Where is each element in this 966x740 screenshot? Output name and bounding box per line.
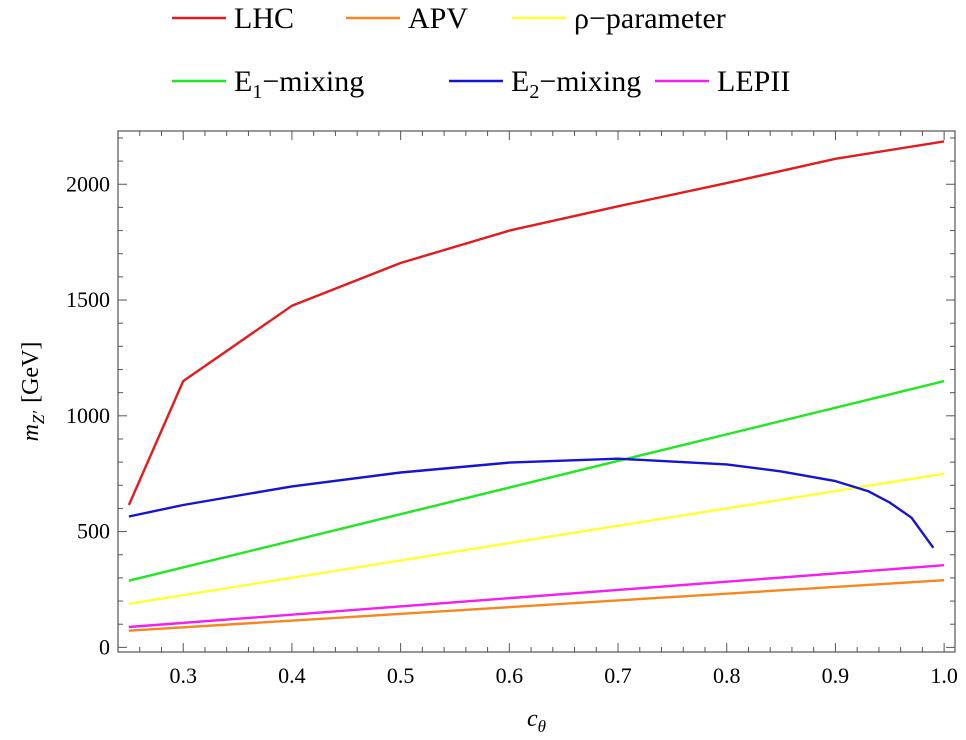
y-tick-label: 1000 (66, 403, 110, 428)
x-tick-label: 0.6 (496, 663, 524, 688)
y-axis-label-sub: Z′ (29, 411, 48, 424)
y-tick-label: 2000 (66, 171, 110, 196)
x-tick-label: 0.7 (604, 663, 632, 688)
axis-ticks (117, 131, 955, 652)
legend-item: E2−mixing (449, 65, 641, 103)
series-line (128, 564, 945, 629)
x-tick-label: 0.5 (387, 663, 415, 688)
series-line (128, 579, 945, 632)
legend-label: E1−mixing (234, 65, 364, 103)
y-tick-label: 500 (77, 519, 110, 544)
x-axis-label: cθ (527, 706, 546, 736)
legend-label: ρ−parameter (574, 2, 726, 35)
legend-item: LEPII (655, 65, 790, 98)
series-lines (127, 140, 945, 632)
x-tick-label: 0.4 (278, 663, 306, 688)
legend-label: LEPII (717, 65, 790, 98)
legend-label: LHC (234, 2, 294, 35)
series-line (127, 140, 945, 506)
plot-frame (117, 130, 956, 653)
x-tick-label: 0.9 (822, 663, 850, 688)
x-tick-label: 0.3 (169, 663, 197, 688)
y-axis-label-main: m (18, 424, 44, 441)
legend-label: APV (408, 2, 468, 35)
x-axis-label-sub: θ (538, 717, 546, 736)
series-line (128, 457, 935, 549)
x-tick-label: 0.8 (713, 663, 741, 688)
legend: LHC APV ρ−parameter E1−mixing E2−mixing LEPII (172, 2, 790, 103)
x-tick-label: 1.0 (930, 663, 958, 688)
legend-item: ρ−parameter (512, 2, 726, 35)
legend-item: LHC (172, 2, 294, 35)
legend-item: APV (346, 2, 468, 35)
series-line (128, 472, 945, 605)
tick-labels: 0.3 0.4 0.5 0.6 0.7 0.8 0.9 1.0 0 500 1000 1500 2000 (66, 171, 958, 688)
legend-item: E1−mixing (172, 65, 364, 103)
x-axis-label-main: c (527, 706, 538, 732)
y-axis-label-unit: [GeV] (18, 342, 44, 403)
y-axis-label: mZ′ [GeV] (18, 342, 48, 442)
y-tick-label: 1500 (66, 287, 110, 312)
series-line (128, 379, 945, 582)
y-tick-label: 0 (99, 634, 110, 659)
legend-label: E2−mixing (511, 65, 641, 103)
